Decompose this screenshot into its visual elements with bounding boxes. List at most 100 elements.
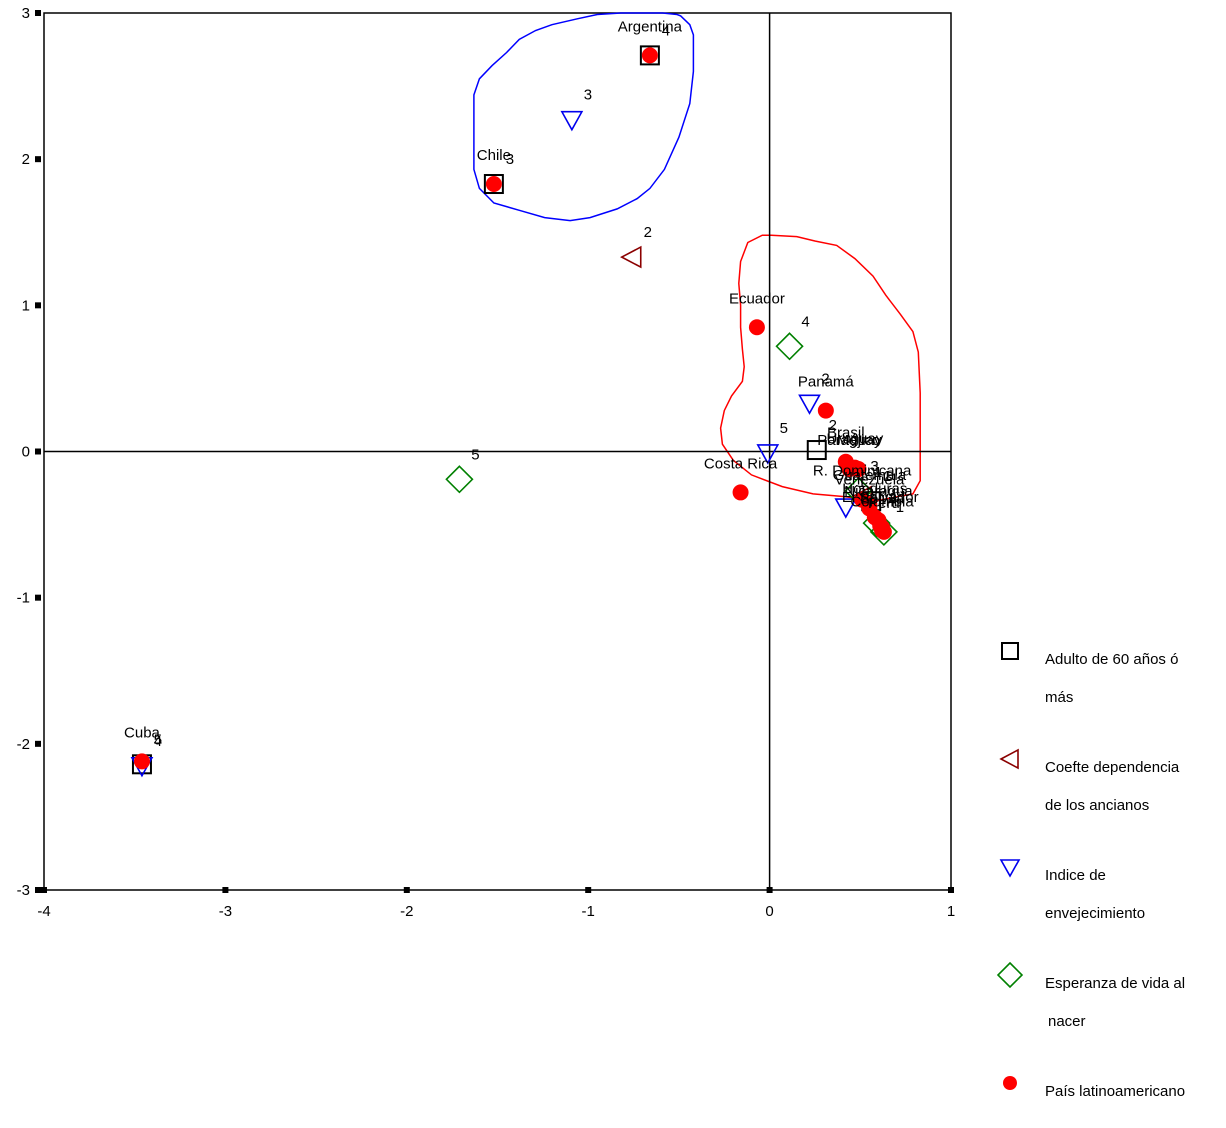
circle-marker-mejico bbox=[850, 461, 867, 478]
y-tick-label: 2 bbox=[22, 151, 30, 168]
triangle-down-marker-5 bbox=[756, 444, 780, 465]
legend-triangle-left-icon bbox=[999, 748, 1019, 770]
cluster-outlines bbox=[473, 12, 921, 502]
legend-square-icon bbox=[1001, 642, 1019, 660]
point-label: Venezuela bbox=[834, 472, 905, 489]
x-tick-mark bbox=[585, 887, 592, 893]
legend-label-line: País latinoamericano bbox=[1045, 1083, 1185, 1100]
x-tick-mark bbox=[222, 887, 229, 893]
legend-label-line: Coefte dependencia bbox=[1045, 759, 1180, 776]
legend-label-line: de los ancianos bbox=[1045, 797, 1149, 814]
circle-marker-chile bbox=[485, 176, 502, 193]
point-label: Paraguay bbox=[817, 432, 882, 449]
square-marker-2 bbox=[806, 440, 827, 461]
legend-item-1: Adulto de 60 años ó más bbox=[1001, 642, 1178, 706]
point-label: Ecuador bbox=[729, 290, 785, 307]
square-marker-3 bbox=[483, 174, 504, 195]
point-label: Guatemala bbox=[833, 467, 907, 484]
axes: -4 -3 -2 -1 0 1 -3 -2 -1 0 1 2 3 bbox=[17, 5, 956, 920]
point-label: 1 bbox=[874, 464, 882, 481]
y-tick-label: 0 bbox=[22, 444, 30, 461]
point-label: Brasil bbox=[827, 425, 865, 442]
legend-item-4: Esperanza de vida al nacer bbox=[996, 961, 1185, 1030]
x-tick-label: 0 bbox=[765, 903, 773, 920]
point-label: 3 bbox=[506, 151, 514, 168]
point-label: 1 bbox=[883, 468, 891, 485]
point-label: Perú bbox=[868, 495, 900, 512]
y-tick-label: -2 bbox=[17, 736, 30, 753]
legend-circle-icon bbox=[1003, 1076, 1017, 1090]
legend-label-line: envejecimiento bbox=[1045, 905, 1145, 922]
point-label: 5 bbox=[780, 420, 788, 437]
legend-item-2: Coefte dependencia de los ancianos bbox=[999, 748, 1180, 814]
circle-marker-argentina bbox=[641, 47, 658, 64]
point-label: Uruguay bbox=[827, 431, 884, 448]
y-tick-label: 1 bbox=[22, 297, 30, 314]
legend-label-line: Esperanza de vida al bbox=[1045, 975, 1185, 992]
triangle-down-marker-3 bbox=[560, 110, 584, 132]
data-labels: 43215213251445321ArgentinaChileEcuadorPa… bbox=[124, 18, 919, 749]
x-tick-label: -3 bbox=[219, 903, 232, 920]
point-label: 2 bbox=[829, 417, 837, 434]
y-tick-mark bbox=[35, 156, 41, 163]
point-label: El Salvador bbox=[842, 489, 919, 506]
legend-label-line: más bbox=[1045, 689, 1073, 706]
legend-label-line: Indice de bbox=[1045, 867, 1106, 884]
y-tick-mark bbox=[35, 740, 41, 747]
legend-item-5: País latinoamericano bbox=[1003, 1076, 1185, 1100]
triangle-down-marker-1 bbox=[834, 498, 858, 519]
data-markers bbox=[130, 45, 899, 778]
point-label: 1 bbox=[896, 499, 904, 516]
point-label: 4 bbox=[801, 313, 809, 330]
x-tick-mark bbox=[41, 887, 47, 893]
point-label: 2 bbox=[821, 370, 829, 387]
point-label: Argentina bbox=[618, 18, 683, 35]
point-label: 3 bbox=[870, 458, 878, 475]
point-label: 3 bbox=[584, 87, 592, 104]
point-label: Honduras bbox=[842, 480, 907, 497]
point-label: 5 bbox=[471, 446, 479, 463]
legend-item-3: Indice de envejecimiento bbox=[999, 859, 1145, 922]
point-label: 5 bbox=[154, 731, 162, 748]
point-label: Panamá bbox=[798, 374, 855, 391]
point-label: 4 bbox=[662, 22, 670, 39]
cluster-outline-1 bbox=[473, 12, 695, 222]
triangle-left-marker-2 bbox=[620, 245, 642, 269]
y-tick-mark bbox=[35, 887, 41, 893]
legend-label-line: Adulto de 60 años ó bbox=[1045, 651, 1178, 668]
legend-label-line: nacer bbox=[1048, 1013, 1086, 1030]
circle-marker-panama bbox=[817, 402, 834, 419]
y-tick-mark bbox=[35, 448, 41, 455]
x-tick-mark bbox=[948, 887, 954, 893]
y-tick-mark bbox=[35, 10, 41, 16]
y-tick-label: 3 bbox=[22, 5, 30, 22]
x-tick-mark bbox=[403, 887, 410, 893]
point-label: R. Dominicana bbox=[813, 463, 912, 480]
point-label: Méjico bbox=[837, 432, 880, 449]
y-tick-mark bbox=[35, 594, 41, 601]
x-tick-mark bbox=[766, 887, 773, 893]
circle-marker-ecuador bbox=[748, 319, 765, 336]
cluster-outline-2 bbox=[719, 234, 921, 502]
circle-marker-cuba bbox=[133, 753, 150, 770]
legend-triangle-down-icon bbox=[999, 859, 1021, 878]
circle-marker-costa-rica bbox=[732, 484, 749, 501]
reference-lines bbox=[44, 13, 951, 890]
y-tick-mark bbox=[35, 302, 41, 309]
x-tick-label: -1 bbox=[582, 903, 595, 920]
point-label: Cuba bbox=[124, 724, 161, 741]
square-marker-4 bbox=[639, 45, 660, 66]
y-tick-label: -3 bbox=[17, 882, 30, 899]
y-tick-label: -1 bbox=[17, 590, 30, 607]
point-label: Nicaragua bbox=[844, 483, 913, 500]
x-tick-label: -2 bbox=[400, 903, 413, 920]
diamond-marker-5 bbox=[445, 465, 474, 494]
point-label: 2 bbox=[644, 224, 652, 241]
point-label: Chile bbox=[477, 147, 511, 164]
series-pais-latinoamericano bbox=[133, 47, 892, 770]
x-tick-label: 1 bbox=[947, 903, 955, 920]
x-tick-label: -4 bbox=[37, 903, 50, 920]
circle-marker-bolivia bbox=[874, 519, 891, 536]
diamond-marker-4 bbox=[775, 332, 804, 361]
